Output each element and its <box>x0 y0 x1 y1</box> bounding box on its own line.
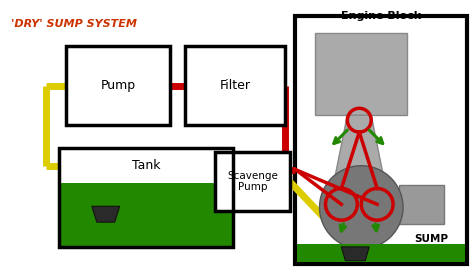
Text: Tank: Tank <box>132 159 160 172</box>
Polygon shape <box>92 206 120 222</box>
Text: 'DRY' SUMP SYSTEM: 'DRY' SUMP SYSTEM <box>11 19 137 29</box>
Bar <box>185 46 285 125</box>
Text: Filter: Filter <box>219 79 251 92</box>
Text: Scavenge
Pump: Scavenge Pump <box>227 171 278 192</box>
Bar <box>59 148 233 247</box>
Polygon shape <box>341 247 369 261</box>
Circle shape <box>319 166 403 249</box>
Text: SUMP: SUMP <box>414 234 448 244</box>
Text: Engine Block: Engine Block <box>341 11 421 21</box>
Bar <box>295 16 466 264</box>
Bar <box>59 183 233 247</box>
Bar <box>297 244 465 262</box>
Bar <box>215 152 290 211</box>
Bar <box>59 148 233 183</box>
Text: Pump: Pump <box>100 79 136 92</box>
Bar <box>66 46 170 125</box>
Polygon shape <box>399 185 444 224</box>
Polygon shape <box>331 115 387 194</box>
Bar <box>315 33 407 115</box>
